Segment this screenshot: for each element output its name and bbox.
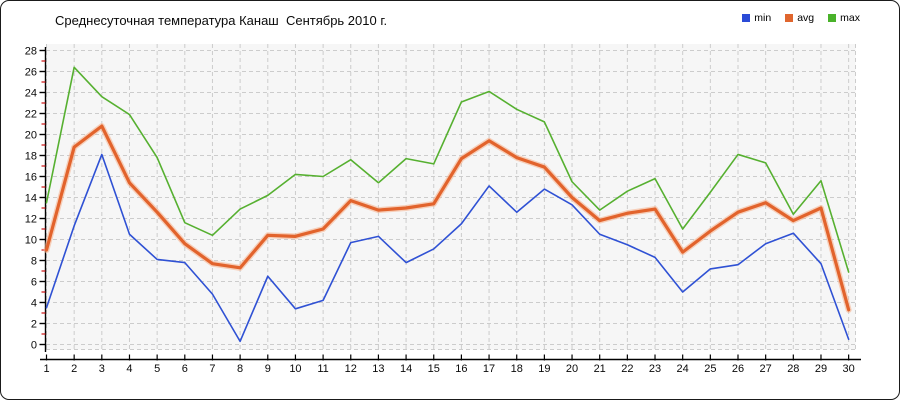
svg-text:10: 10 [289, 363, 301, 375]
svg-text:13: 13 [372, 363, 384, 375]
svg-text:11: 11 [317, 363, 328, 375]
svg-text:20: 20 [25, 130, 37, 142]
svg-text:9: 9 [265, 363, 271, 375]
svg-text:7: 7 [209, 363, 215, 375]
svg-text:8: 8 [31, 256, 37, 268]
legend-label-avg: avg [797, 12, 815, 24]
min-series-swatch-icon [742, 14, 751, 22]
svg-text:20: 20 [566, 363, 578, 375]
svg-text:4: 4 [31, 298, 37, 310]
svg-text:30: 30 [843, 363, 855, 375]
legend-item-avg[interactable]: avg [785, 12, 814, 24]
svg-text:4: 4 [126, 363, 132, 375]
svg-text:12: 12 [345, 363, 357, 375]
svg-text:16: 16 [25, 172, 37, 184]
svg-text:29: 29 [815, 363, 827, 375]
svg-text:21: 21 [594, 363, 606, 375]
svg-text:14: 14 [400, 363, 412, 375]
svg-text:0: 0 [31, 340, 37, 352]
svg-text:8: 8 [237, 363, 243, 375]
svg-text:1: 1 [43, 363, 49, 375]
svg-text:28: 28 [25, 46, 37, 58]
svg-text:23: 23 [649, 363, 661, 375]
chart-title: Среднесуточная температура Канаш Сентябр… [55, 13, 388, 28]
svg-text:15: 15 [428, 363, 440, 375]
svg-text:24: 24 [25, 88, 37, 100]
avg-series-swatch-icon [785, 14, 794, 22]
legend-label-min: min [754, 12, 772, 24]
legend-label-max: max [840, 12, 860, 24]
svg-text:18: 18 [25, 151, 37, 163]
svg-text:12: 12 [25, 214, 37, 226]
svg-text:22: 22 [25, 109, 37, 121]
svg-text:10: 10 [25, 235, 37, 247]
legend-item-min[interactable]: min [742, 12, 771, 24]
legend: min avg max [742, 12, 860, 24]
svg-text:2: 2 [31, 319, 37, 331]
svg-text:3: 3 [99, 363, 105, 375]
svg-text:27: 27 [760, 363, 772, 375]
svg-text:6: 6 [182, 363, 188, 375]
svg-text:17: 17 [483, 363, 495, 375]
svg-text:22: 22 [621, 363, 633, 375]
svg-text:24: 24 [677, 363, 689, 375]
svg-text:28: 28 [787, 363, 799, 375]
svg-text:26: 26 [732, 363, 744, 375]
svg-text:2: 2 [71, 363, 77, 375]
svg-text:6: 6 [31, 277, 37, 289]
legend-item-max[interactable]: max [828, 12, 860, 24]
svg-text:5: 5 [154, 363, 160, 375]
svg-text:19: 19 [538, 363, 550, 375]
svg-text:18: 18 [511, 363, 523, 375]
svg-text:25: 25 [704, 363, 716, 375]
max-series-swatch-icon [828, 14, 837, 22]
svg-text:14: 14 [25, 193, 37, 205]
svg-text:16: 16 [455, 363, 467, 375]
svg-text:26: 26 [25, 67, 37, 79]
